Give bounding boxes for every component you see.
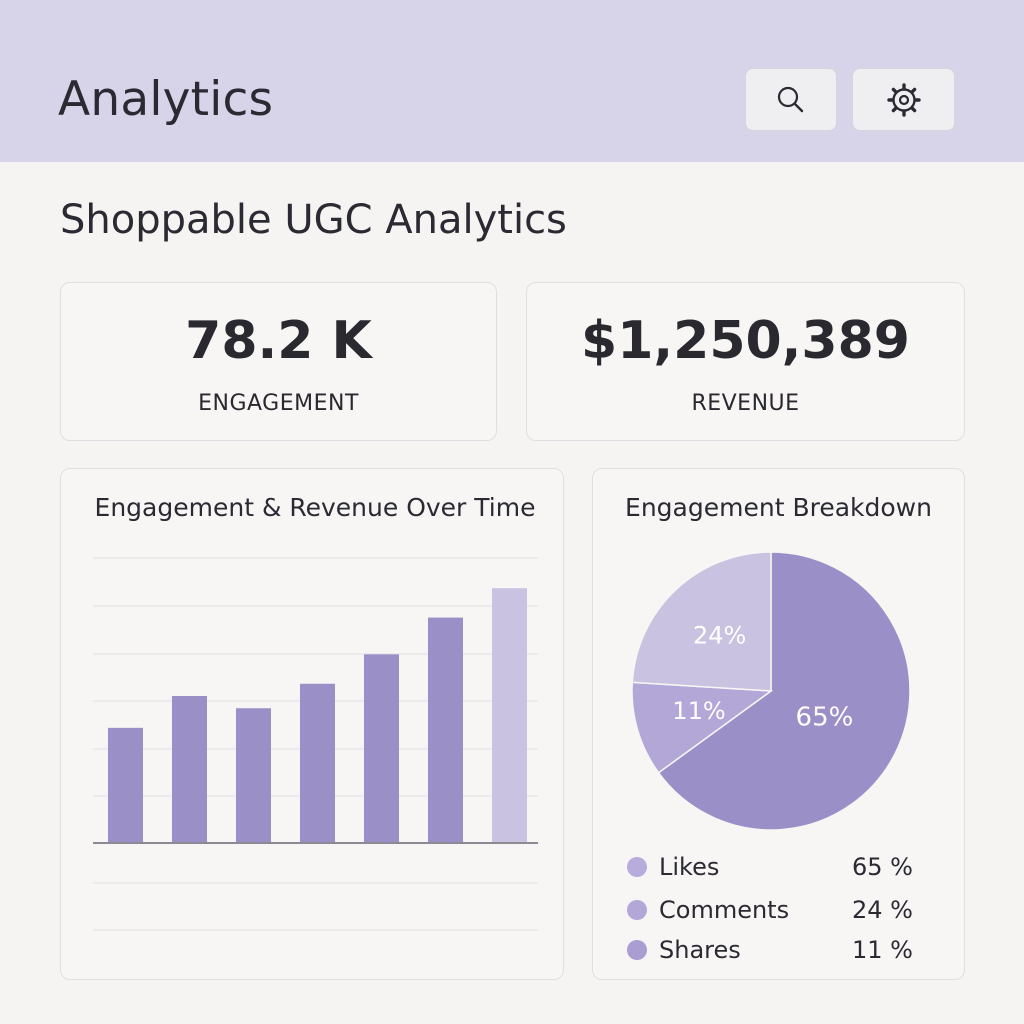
- pie-slice-label: 24%: [693, 621, 746, 649]
- legend-label: Shares: [659, 936, 741, 964]
- legend-swatch: [627, 900, 647, 920]
- bar: [236, 708, 271, 843]
- pie-chart-title: Engagement Breakdown: [625, 493, 932, 522]
- pie-chart-card: Engagement Breakdown 65% 11% 24% Likes 65 …: [592, 468, 965, 980]
- bar-chart-title: Engagement & Revenue Over Time: [94, 493, 536, 522]
- page-title: Shoppable UGC Analytics: [60, 197, 567, 243]
- legend-label: Comments: [659, 896, 790, 924]
- legend-swatch: [627, 857, 647, 877]
- pie-slice: [631, 681, 774, 774]
- legend-percent: 24 %: [852, 896, 913, 924]
- bar: [364, 654, 399, 843]
- pie-slice: [657, 551, 911, 831]
- bar: [428, 617, 463, 843]
- search-button[interactable]: [745, 68, 837, 131]
- bar-chart-card: Engagement & Revenue Over Time: [60, 468, 564, 980]
- pie-slice-label: 11%: [672, 697, 725, 725]
- bar-chart: [93, 557, 538, 931]
- gear-hub: [898, 94, 909, 105]
- legend-label: Likes: [659, 853, 720, 881]
- gear-ring: [891, 87, 916, 112]
- legend-percent: 65 %: [852, 853, 913, 881]
- legend-percent: 11 %: [852, 936, 913, 964]
- legend-item-comments: Comments 24 %: [627, 895, 913, 925]
- kpi-label: ENGAGEMENT: [198, 391, 359, 416]
- settings-button[interactable]: [852, 68, 955, 131]
- bar: [172, 696, 207, 843]
- pie-chart: 65% 11% 24%: [631, 551, 911, 831]
- kpi-value: 78.2 K: [185, 311, 372, 371]
- pie-slice-label: 65%: [796, 703, 854, 733]
- bar: [492, 588, 527, 843]
- bar: [108, 727, 143, 843]
- kpi-value: $1,250,389: [581, 311, 910, 371]
- bar: [300, 683, 335, 843]
- kpi-label: REVENUE: [691, 391, 800, 416]
- app-header: Analytics: [0, 0, 1024, 162]
- kpi-card-revenue: $1,250,389 REVENUE: [526, 282, 965, 441]
- legend-item-shares: Shares 11 %: [627, 935, 913, 965]
- pie-slice: [631, 551, 772, 692]
- search-icon: [777, 86, 804, 112]
- legend-swatch: [627, 940, 647, 960]
- app-title: Analytics: [58, 72, 274, 127]
- kpi-card-engagement: 78.2 K ENGAGEMENT: [60, 282, 497, 441]
- legend-item-likes: Likes 65 %: [627, 852, 913, 882]
- gear-icon: [886, 82, 921, 117]
